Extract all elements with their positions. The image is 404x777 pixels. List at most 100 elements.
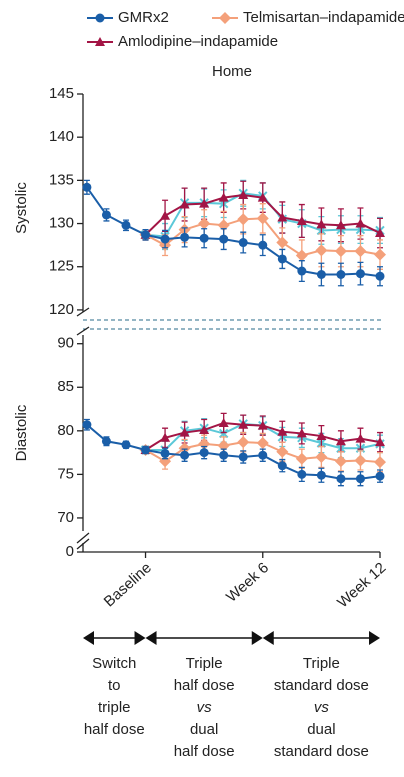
marker	[219, 234, 229, 244]
marker	[160, 234, 170, 244]
marker	[238, 238, 248, 248]
marker	[95, 13, 105, 23]
series-line	[86, 186, 381, 278]
marker	[238, 419, 249, 429]
marker	[316, 431, 327, 441]
y-tick-label: 90	[57, 335, 74, 352]
arrow-head	[83, 631, 94, 645]
marker	[315, 450, 328, 463]
y-tick-label: 125	[49, 258, 74, 275]
marker	[375, 228, 385, 238]
marker	[277, 426, 288, 436]
marker	[295, 249, 308, 262]
y-tick-label: 75	[57, 465, 74, 482]
marker	[276, 445, 289, 458]
legend-label: Telmisartan–indapamide	[243, 9, 404, 26]
marker	[199, 233, 209, 243]
marker	[316, 219, 327, 229]
marker	[296, 428, 307, 438]
legend-label: GMRx2	[118, 9, 169, 26]
marker	[336, 474, 346, 484]
marker	[219, 12, 231, 24]
marker	[179, 199, 190, 209]
marker	[218, 428, 229, 439]
y-tick-label: 145	[49, 85, 74, 102]
phase-label: triple	[98, 699, 131, 716]
y-tick-label: 140	[49, 128, 74, 145]
marker	[375, 471, 385, 481]
x-tick-label: Week 12	[334, 559, 389, 611]
marker	[180, 232, 190, 242]
phase-label: vs	[197, 699, 213, 716]
marker	[355, 269, 365, 279]
y-tick-label: 80	[57, 422, 74, 439]
marker	[257, 420, 268, 430]
marker	[355, 474, 365, 484]
phase-label: vs	[314, 699, 330, 716]
y-tick-label: 85	[57, 378, 74, 395]
marker	[277, 461, 287, 471]
marker	[178, 442, 191, 455]
y-tick-label: 0	[66, 543, 74, 560]
marker	[95, 37, 105, 46]
marker	[219, 450, 229, 460]
arrow-head	[262, 631, 274, 645]
marker	[354, 245, 367, 258]
phase-label: standard dose	[274, 743, 369, 760]
phase-label: Triple	[186, 655, 223, 672]
marker	[297, 266, 307, 276]
marker	[276, 236, 289, 249]
axis-break	[76, 307, 90, 317]
marker	[334, 245, 347, 258]
marker	[375, 271, 385, 281]
series-line	[86, 423, 381, 480]
arrow-head	[134, 631, 146, 645]
marker	[141, 445, 151, 455]
marker	[374, 456, 386, 469]
marker	[237, 213, 250, 226]
arrow-head	[145, 631, 157, 645]
marker	[160, 432, 171, 442]
x-tick-label: Week 6	[223, 559, 272, 605]
marker	[101, 210, 111, 220]
marker	[160, 448, 170, 458]
marker	[121, 440, 131, 450]
marker	[354, 454, 367, 467]
arrow-head	[251, 631, 263, 645]
marker	[335, 436, 346, 446]
marker	[355, 218, 366, 228]
phase-label: Switch	[92, 655, 136, 672]
marker	[121, 220, 131, 230]
phase-label: standard dose	[274, 677, 369, 694]
marker	[256, 212, 269, 225]
phase-label: Triple	[303, 655, 340, 672]
marker	[315, 244, 328, 257]
marker	[336, 270, 346, 279]
y-axis-label: Systolic	[13, 182, 30, 234]
marker	[374, 248, 386, 261]
marker	[277, 212, 288, 222]
arrow-head	[369, 631, 380, 645]
axis-break	[76, 326, 90, 336]
marker	[316, 470, 326, 480]
phase-label: dual	[190, 721, 218, 738]
chart-title: Home	[212, 63, 252, 80]
y-tick-label: 120	[49, 301, 74, 318]
phase-label: half dose	[174, 677, 235, 694]
marker	[82, 420, 92, 430]
marker	[237, 436, 250, 449]
phase-label: dual	[307, 721, 335, 738]
marker	[335, 220, 346, 230]
marker	[257, 192, 268, 202]
marker	[238, 452, 248, 462]
marker	[199, 198, 210, 208]
marker	[355, 433, 366, 443]
marker	[297, 469, 307, 479]
marker	[258, 240, 268, 250]
marker	[101, 436, 111, 446]
marker	[238, 190, 249, 200]
phase-label: to	[108, 677, 121, 694]
marker	[160, 210, 171, 220]
marker	[256, 437, 269, 450]
